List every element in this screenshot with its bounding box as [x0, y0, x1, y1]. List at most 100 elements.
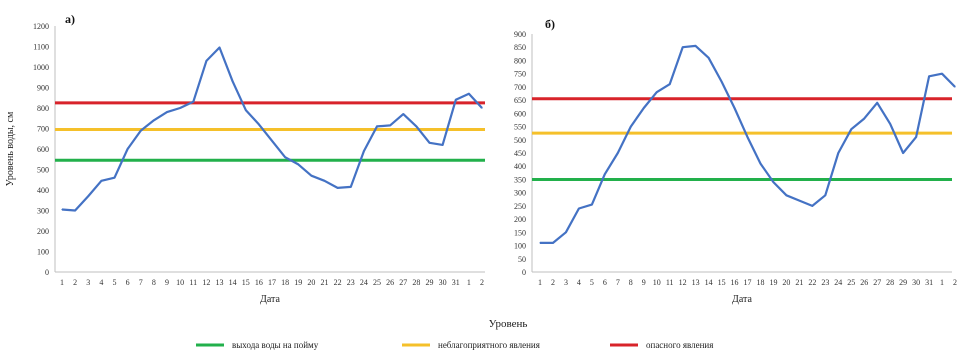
x-tick-label: 8	[629, 278, 633, 287]
x-tick-label: 1	[467, 278, 471, 287]
data-point	[539, 242, 541, 244]
y-tick-label: 550	[514, 123, 526, 132]
legend-label-floodplain: выхода воды на пойму	[232, 340, 319, 350]
x-tick-label: 16	[255, 278, 263, 287]
data-point	[798, 200, 800, 202]
data-point	[389, 124, 391, 127]
y-tick-label: 500	[37, 166, 49, 175]
data-point	[720, 81, 723, 83]
y-tick-label: 400	[37, 186, 49, 195]
data-point	[863, 118, 865, 120]
x-tick-label: 30	[912, 278, 920, 287]
x-tick-label: 9	[165, 278, 169, 287]
x-tick-label: 11	[666, 278, 674, 287]
x-tick-label: 17	[268, 278, 276, 287]
data-point	[284, 156, 286, 158]
x-tick-label: 27	[873, 278, 881, 287]
data-point	[656, 91, 658, 93]
data-point	[837, 152, 839, 154]
data-point	[363, 150, 365, 152]
x-tick-label: 16	[731, 278, 739, 287]
x-tick-label: 31	[925, 278, 933, 287]
data-point	[682, 46, 684, 48]
y-tick-label: 900	[514, 30, 526, 39]
data-point	[630, 125, 632, 128]
x-tick-label: 3	[564, 278, 568, 287]
x-tick-label: 2	[73, 278, 77, 287]
x-tick-label: 1	[538, 278, 542, 287]
data-point	[733, 107, 736, 109]
x-tick-label: 10	[176, 278, 184, 287]
data-point	[785, 194, 788, 196]
data-point	[166, 111, 168, 113]
data-point	[415, 125, 417, 128]
data-point	[218, 46, 221, 49]
x-tick-label: 27	[399, 278, 407, 287]
x-tick-label: 2	[551, 278, 555, 287]
x-tick-label: 30	[439, 278, 447, 287]
data-point	[695, 45, 697, 47]
x-tick-label: 12	[202, 278, 210, 287]
data-point	[481, 107, 483, 109]
x-tick-label: 6	[126, 278, 130, 287]
data-point	[100, 180, 102, 182]
data-point	[591, 203, 593, 206]
data-point	[153, 119, 155, 121]
legend-label-dangerous: опасного явления	[646, 340, 713, 350]
x-tick-label: 28	[412, 278, 420, 287]
data-point	[271, 140, 273, 142]
x-tick-label: 4	[577, 278, 581, 287]
x-tick-label: 12	[679, 278, 687, 287]
y-tick-label: 350	[514, 175, 526, 184]
y-tick-label: 600	[37, 145, 49, 154]
x-tick-label: 25	[373, 278, 381, 287]
x-tick-label: 6	[603, 278, 607, 287]
data-point	[232, 80, 234, 82]
x-tick-label: 13	[216, 278, 224, 287]
x-tick-label: 29	[899, 278, 907, 287]
data-point	[902, 152, 904, 154]
y-tick-label: 450	[514, 149, 526, 158]
x-tick-label: 24	[360, 278, 368, 287]
x-tick-label: 21	[795, 278, 803, 287]
y-tick-label: 800	[37, 104, 49, 113]
x-tick-label: 9	[642, 278, 646, 287]
x-tick-label: 20	[782, 278, 790, 287]
y-tick-label: 50	[518, 255, 526, 264]
y-tick-label: 200	[514, 215, 526, 224]
x-tick-label: 23	[821, 278, 829, 287]
x-tick-label: 24	[834, 278, 842, 287]
y-tick-label: 100	[37, 248, 49, 257]
x-tick-label: 14	[229, 278, 237, 287]
legend-label-unfavorable: неблагоприятного явления	[438, 340, 540, 350]
data-point	[876, 102, 878, 104]
x-tick-label: 2	[953, 278, 957, 287]
data-point	[297, 163, 299, 165]
x-axis-title: Дата	[732, 294, 752, 305]
data-point	[604, 173, 606, 175]
data-point	[140, 129, 142, 132]
y-tick-label: 750	[514, 70, 526, 79]
x-tick-label: 22	[808, 278, 816, 287]
y-tick-label: 0	[522, 268, 526, 277]
x-axis-title: Дата	[260, 294, 280, 305]
data-point	[746, 136, 749, 138]
panel-label: а)	[65, 12, 75, 26]
data-point	[941, 73, 943, 75]
y-tick-label: 150	[514, 228, 526, 237]
x-tick-label: 15	[718, 278, 726, 287]
x-tick-label: 19	[294, 278, 302, 287]
y-tick-label: 600	[514, 109, 526, 118]
data-point	[205, 60, 207, 62]
y-tick-label: 500	[514, 136, 526, 145]
data-point	[915, 136, 917, 138]
data-point	[759, 162, 762, 165]
data-point	[811, 205, 813, 207]
data-point	[402, 113, 404, 115]
legend: Уровень выхода воды на пойму неблагоприя…	[196, 318, 713, 350]
data-point	[376, 125, 378, 128]
y-tick-label: 850	[514, 43, 526, 52]
data-point	[127, 148, 129, 150]
data-point	[578, 207, 580, 210]
